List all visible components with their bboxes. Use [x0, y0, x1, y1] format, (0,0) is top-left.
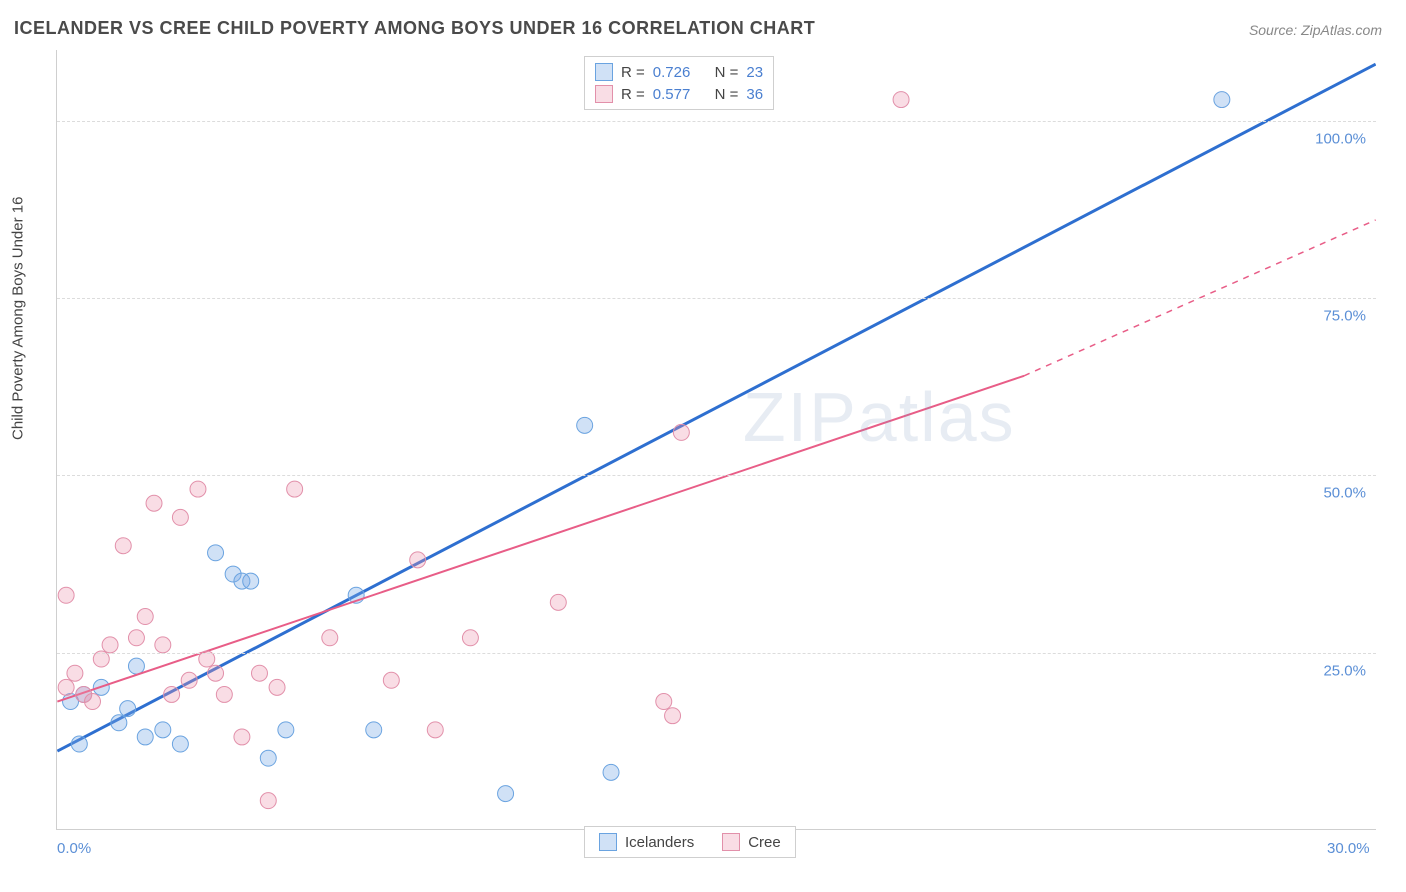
legend-swatch: [599, 833, 617, 851]
scatter-point: [71, 736, 87, 752]
scatter-point: [164, 686, 180, 702]
scatter-point: [172, 509, 188, 525]
scatter-point: [128, 658, 144, 674]
scatter-point: [155, 637, 171, 653]
scatter-point: [85, 694, 101, 710]
scatter-point: [322, 630, 338, 646]
scatter-point: [102, 637, 118, 653]
gridline: [57, 653, 1376, 654]
scatter-point: [58, 679, 74, 695]
scatter-point: [656, 694, 672, 710]
series-name: Cree: [748, 834, 781, 851]
legend-swatch: [722, 833, 740, 851]
scatter-point: [58, 587, 74, 603]
scatter-point: [111, 715, 127, 731]
scatter-point: [260, 750, 276, 766]
scatter-point: [665, 708, 681, 724]
scatter-point: [603, 764, 619, 780]
scatter-point: [550, 594, 566, 610]
scatter-point: [146, 495, 162, 511]
y-tick-label: 50.0%: [1323, 485, 1366, 502]
scatter-point: [251, 665, 267, 681]
source-prefix: Source:: [1249, 22, 1297, 38]
chart-plot-area: ZIPatlas 25.0%50.0%75.0%100.0%0.0%30.0%: [56, 50, 1376, 830]
gridline: [57, 475, 1376, 476]
series-legend-item: Icelanders: [599, 833, 694, 851]
chart-title: ICELANDER VS CREE CHILD POVERTY AMONG BO…: [14, 18, 815, 39]
scatter-point: [234, 729, 250, 745]
scatter-point: [278, 722, 294, 738]
scatter-point: [410, 552, 426, 568]
scatter-point: [287, 481, 303, 497]
scatter-point: [181, 672, 197, 688]
gridline: [57, 298, 1376, 299]
scatter-point: [172, 736, 188, 752]
source-attribution: Source: ZipAtlas.com: [1249, 22, 1382, 38]
scatter-point: [893, 92, 909, 108]
scatter-point: [462, 630, 478, 646]
scatter-point: [137, 609, 153, 625]
legend-swatch: [595, 63, 613, 81]
scatter-point: [190, 481, 206, 497]
series-name: Icelanders: [625, 834, 694, 851]
legend-swatch: [595, 85, 613, 103]
scatter-point: [577, 417, 593, 433]
scatter-point: [67, 665, 83, 681]
scatter-point: [208, 665, 224, 681]
scatter-point: [128, 630, 144, 646]
scatter-point: [120, 701, 136, 717]
correlation-legend: R =0.726 N =23R =0.577 N =36: [584, 56, 774, 110]
correlation-legend-row: R =0.577 N =36: [595, 83, 763, 105]
series-legend: Icelanders Cree: [584, 826, 796, 858]
y-axis-title: Child Poverty Among Boys Under 16: [10, 197, 27, 440]
scatter-point: [260, 793, 276, 809]
scatter-point: [216, 686, 232, 702]
scatter-point: [269, 679, 285, 695]
source-name: ZipAtlas.com: [1301, 22, 1382, 38]
scatter-point: [1214, 92, 1230, 108]
scatter-point: [673, 424, 689, 440]
scatter-point: [115, 538, 131, 554]
y-tick-label: 25.0%: [1323, 662, 1366, 679]
scatter-point: [243, 573, 259, 589]
y-tick-label: 100.0%: [1315, 130, 1366, 147]
y-tick-label: 75.0%: [1323, 308, 1366, 325]
series-legend-item: Cree: [722, 833, 781, 851]
scatter-point: [137, 729, 153, 745]
x-tick-label: 30.0%: [1327, 840, 1370, 857]
scatter-point: [383, 672, 399, 688]
gridline: [57, 121, 1376, 122]
chart-svg: [57, 50, 1376, 829]
trend-line: [57, 64, 1375, 751]
correlation-legend-row: R =0.726 N =23: [595, 61, 763, 83]
scatter-point: [366, 722, 382, 738]
scatter-point: [427, 722, 443, 738]
scatter-point: [498, 786, 514, 802]
x-tick-label: 0.0%: [57, 840, 91, 857]
scatter-point: [155, 722, 171, 738]
scatter-point: [208, 545, 224, 561]
